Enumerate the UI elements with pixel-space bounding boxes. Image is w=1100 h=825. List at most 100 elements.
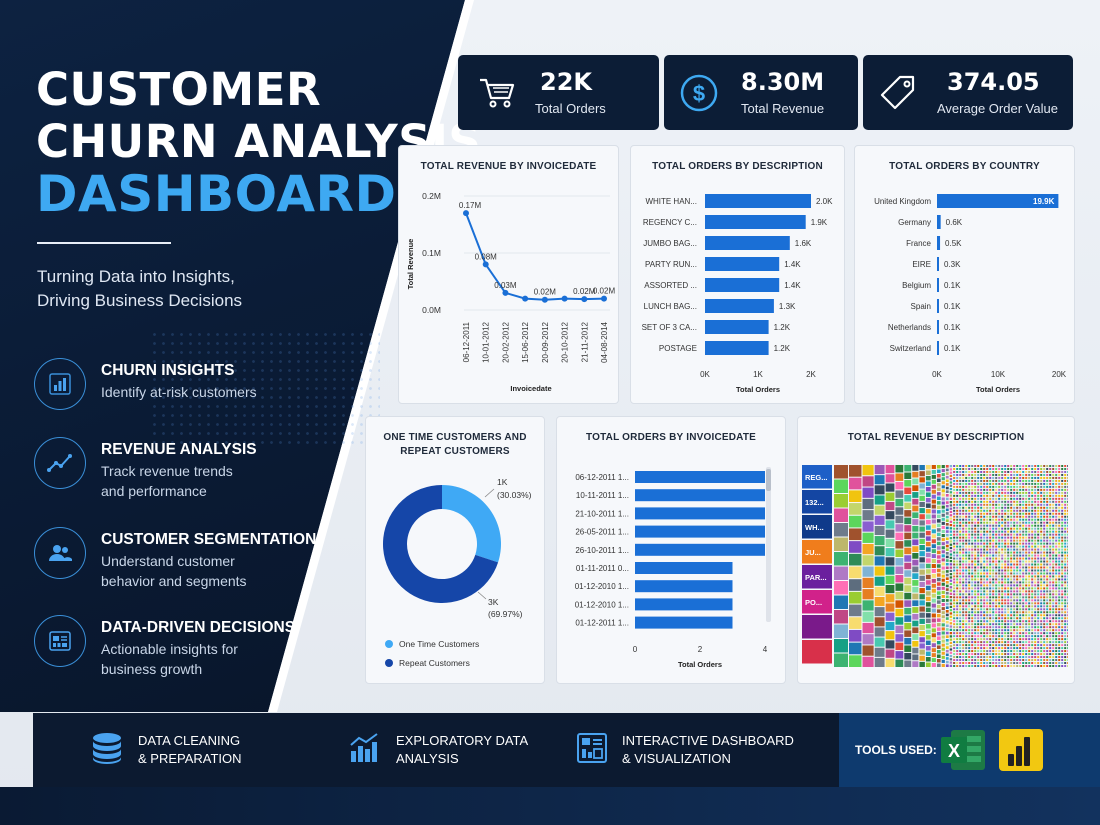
treemap-cell [986,617,989,620]
treemap-cell [945,639,949,642]
treemap-cell [995,611,998,614]
treemap-cell [949,648,953,651]
treemap-cell [1019,497,1022,500]
category-label: POSTAGE [659,344,697,353]
scrollbar-track [766,467,771,622]
treemap-cell [1043,527,1046,530]
treemap-cell [895,634,904,642]
treemap-cell [931,504,936,509]
treemap-cell [1034,584,1037,587]
treemap-cell [989,623,992,626]
treemap-cell [971,479,974,482]
treemap-cell [992,665,995,667]
treemap-cell [1058,656,1061,659]
treemap-cell [1013,563,1016,566]
treemap-cell [1040,476,1043,479]
treemap-cell [977,626,980,629]
treemap-cell [1043,488,1046,491]
treemap-cell [1037,599,1040,602]
treemap-cell [1028,506,1031,509]
treemap-cell [1064,524,1067,527]
treemap-cell [977,476,980,479]
treemap-cell [1025,569,1028,572]
treemap-cell [1010,470,1013,473]
treemap-cell [904,487,912,495]
treemap-cell [989,569,992,572]
treemap-cell [1040,581,1043,584]
treemap-cell [912,478,919,485]
treemap-cell [1040,545,1043,548]
treemap-cell [1049,581,1052,584]
data-point [522,295,529,302]
treemap-cell [945,519,949,522]
treemap-cell [974,512,977,515]
treemap-cell [1028,467,1031,470]
treemap-cell [992,482,995,485]
treemap-cell [1016,470,1019,473]
treemap-cell [968,521,971,524]
treemap-cell [1001,590,1004,593]
treemap-cell [1007,545,1010,548]
treemap-cell [974,467,977,470]
treemap-cell [977,524,980,527]
treemap-cell [1004,503,1007,506]
treemap-cell [959,491,962,494]
treemap-cell [983,590,986,593]
treemap-cell [956,506,959,509]
treemap-cell [1016,662,1019,665]
treemap-cell [1055,665,1058,667]
treemap-cell [992,512,995,515]
treemap-cell [1031,587,1034,590]
treemap-cell [986,539,989,542]
treemap-cell [1010,467,1013,470]
treemap-cell [949,609,953,612]
treemap-cell [1022,620,1025,623]
treemap-cell [1013,515,1016,518]
treemap-cell [949,491,953,494]
treemap-cell [1007,638,1010,641]
treemap-cell [1055,635,1058,638]
treemap-cell [980,581,983,584]
treemap-cell [965,491,968,494]
treemap-cell [925,591,931,596]
treemap-cell [1064,626,1067,629]
treemap-cell [1046,644,1049,647]
treemap-cell [1064,608,1067,611]
treemap-cell [1061,530,1064,533]
treemap-cell [977,548,980,551]
treemap-cell [1010,560,1013,563]
treemap-cell [1022,557,1025,560]
treemap-cell [1034,587,1037,590]
treemap-cell [936,492,941,496]
treemap-cell [941,659,945,663]
treemap-cell [962,521,965,524]
treemap-cell [959,473,962,476]
treemap-cell [1019,494,1022,497]
treemap-cell [1010,521,1013,524]
treemap-cell [1037,536,1040,539]
treemap-cell [1052,617,1055,620]
treemap-cell [1052,470,1055,473]
treemap-cell [1028,632,1031,635]
treemap-cell [1061,629,1064,632]
treemap-cell [980,602,983,605]
treemap-cell [925,525,931,530]
treemap-cell [968,635,971,638]
treemap-cell [980,656,983,659]
treemap-cell [925,662,931,667]
treemap-cell [989,620,992,623]
treemap-cell [986,512,989,515]
treemap-cell [986,623,989,626]
treemap-cell [974,626,977,629]
treemap-cell [977,557,980,560]
treemap-cell [1001,497,1004,500]
treemap-cell [936,505,941,510]
treemap-cell [977,467,980,470]
treemap-cell [1043,632,1046,635]
treemap-cell [992,533,995,536]
treemap-cell [971,632,974,635]
treemap-cell [1010,623,1013,626]
treemap-cell [1010,491,1013,494]
treemap-cell [968,593,971,596]
treemap-cell [912,586,919,593]
